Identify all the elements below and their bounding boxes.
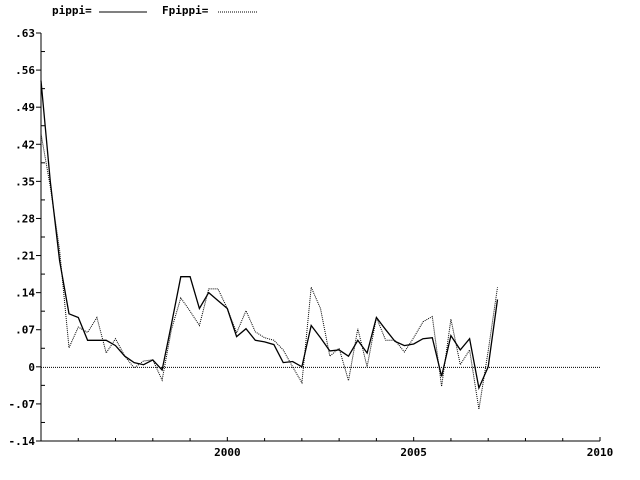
series-line-pippi (40, 80, 499, 391)
y-tick-label: 0 (28, 361, 35, 374)
x-tick-label: 2010 (587, 446, 614, 459)
y-tick-label: .63 (15, 27, 35, 40)
series-group (40, 80, 499, 410)
y-tick-label: .42 (15, 138, 35, 151)
y-tick-label: -.07 (9, 398, 36, 411)
y-tick-label: .14 (15, 287, 35, 300)
y-tick-label: .56 (15, 64, 35, 77)
legend-label-pippi: pippi= (52, 4, 92, 17)
legend-label-fpippi: Fpippi= (162, 4, 209, 17)
x-tick-label: 2000 (214, 446, 241, 459)
y-tick-label: -.14 (9, 435, 36, 448)
y-tick-label: .49 (15, 101, 35, 114)
y-tick-label: .28 (15, 212, 35, 225)
series-line-fpippi (40, 133, 498, 410)
legend: pippi= Fpippi= (52, 4, 258, 17)
y-tick-label: .07 (15, 324, 35, 337)
x-axis-tick-labels: 2000 2005 2010 (214, 446, 613, 459)
y-tick-label: .21 (15, 250, 35, 263)
y-tick-label: .35 (15, 175, 35, 188)
axes (36, 32, 601, 442)
x-tick-label: 2005 (400, 446, 427, 459)
y-axis-tick-labels: -.14 -.07 0 .07 .14 .21 .28 .35 .42 .49 .56 .63 (9, 27, 36, 448)
